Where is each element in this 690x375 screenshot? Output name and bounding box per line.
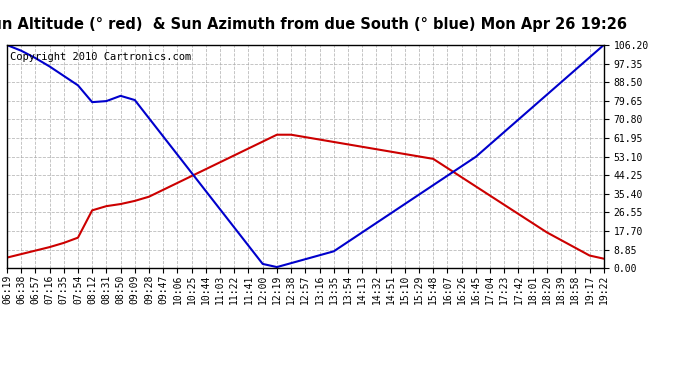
Text: Sun Altitude (° red)  & Sun Azimuth from due South (° blue) Mon Apr 26 19:26: Sun Altitude (° red) & Sun Azimuth from … [0,17,627,32]
Text: Copyright 2010 Cartronics.com: Copyright 2010 Cartronics.com [10,52,191,62]
